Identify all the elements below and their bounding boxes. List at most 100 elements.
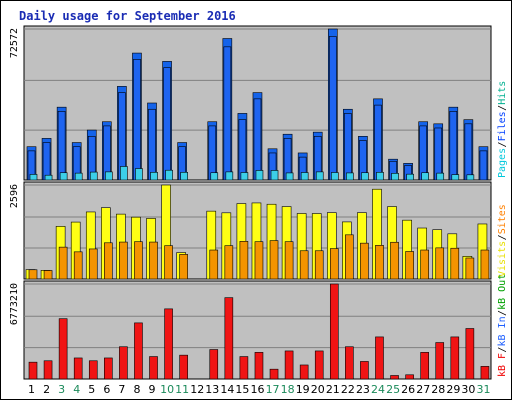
legend-separator: / [497, 105, 508, 111]
bar-files-day-8 [133, 59, 141, 181]
bar-sites-day-1 [28, 269, 38, 280]
bar-sites-day-30 [465, 257, 475, 280]
x-tick-label-day-21: 21 [326, 383, 340, 396]
bar-sites-day-7 [119, 241, 128, 280]
bar-pages-day-23 [361, 172, 369, 181]
bar-kb-f-day-29 [450, 336, 460, 380]
bar-kb-f-day-27 [420, 352, 429, 380]
x-tick-label-day-11: 11 [175, 383, 189, 396]
legend-separator: / [497, 234, 508, 240]
bar-files-day-9 [148, 108, 156, 181]
bar-sites-day-9 [149, 241, 158, 280]
bar-sites-day-21 [329, 248, 339, 280]
bar-kb-f-day-3 [58, 318, 68, 380]
bar-sites-day-4 [73, 251, 83, 280]
bar-files-day-27 [419, 125, 427, 181]
bar-sites-day-8 [134, 241, 143, 280]
x-tick-label-day-7: 7 [118, 383, 125, 396]
bar-pages-day-17 [270, 170, 279, 181]
bar-sites-day-20 [314, 250, 324, 280]
bar-sites-day-10 [164, 245, 173, 280]
bar-sites-day-23 [360, 242, 369, 280]
bar-files-day-15 [238, 119, 247, 181]
bar-sites-day-24 [375, 245, 384, 280]
bar-pages-day-10 [165, 169, 173, 181]
x-tick-label-day-12: 12 [190, 383, 204, 396]
bar-pages-day-2 [44, 174, 53, 181]
bar-pages-day-21 [330, 172, 339, 181]
x-tick-label-day-13: 13 [205, 383, 219, 396]
bar-pages-day-3 [59, 172, 68, 181]
bar-sites-day-15 [239, 241, 249, 280]
bar-sites-day-25 [390, 241, 399, 280]
legend-visits: Visits [497, 241, 508, 277]
bar-sites-day-13 [209, 249, 219, 280]
bar-sites-day-18 [284, 241, 294, 280]
x-tick-label-day-1: 1 [28, 383, 35, 396]
bar-pages-day-1 [29, 174, 38, 181]
bar-pages-day-30 [466, 174, 475, 181]
bar-sites-day-6 [104, 242, 113, 280]
legend: kB F/kB In/kB Out [497, 274, 508, 377]
bar-pages-day-24 [376, 172, 384, 181]
x-tick-label-day-31: 31 [476, 383, 490, 396]
bar-kb-f-day-17 [269, 368, 279, 380]
bar-kb-f-day-1 [28, 361, 38, 380]
bar-sites-day-31 [480, 249, 490, 280]
x-tick-label-day-28: 28 [431, 383, 445, 396]
x-tick-label-day-17: 17 [266, 383, 280, 396]
bar-pages-day-18 [285, 172, 294, 181]
bar-sites-day-28 [435, 247, 445, 280]
bar-sites-day-22 [345, 234, 354, 280]
x-tick-label-day-2: 2 [43, 383, 50, 396]
x-tick-label-day-22: 22 [341, 383, 355, 396]
bar-pages-day-7 [120, 166, 128, 181]
bar-sites-day-5 [88, 248, 98, 280]
bar-files-day-2 [42, 142, 51, 181]
legend-sites: Sites [497, 204, 508, 234]
bar-kb-f-day-19 [299, 364, 309, 380]
x-tick-label-day-16: 16 [251, 383, 265, 396]
x-tick-label-day-14: 14 [220, 383, 234, 396]
bar-pages-day-11 [180, 172, 188, 181]
bar-kb-f-day-15 [239, 356, 249, 380]
bar-files-day-16 [253, 98, 262, 181]
bar-files-day-3 [57, 111, 66, 181]
bar-files-day-10 [163, 67, 171, 181]
y-axis-max-label: 2596 [9, 184, 20, 208]
bar-files-day-28 [434, 127, 443, 181]
bar-pages-day-25 [391, 173, 399, 181]
chart-title: Daily usage for September 2016 [19, 9, 236, 23]
bar-kb-f-day-14 [224, 297, 234, 380]
bar-pages-day-14 [225, 171, 234, 181]
bar-kb-f-day-8 [134, 322, 143, 380]
chart-panel-kb-in-out-f: 6773210 kB F/kB In/kB Out [9, 274, 508, 380]
bar-sites-day-27 [420, 249, 429, 280]
bar-pages-day-4 [74, 172, 83, 181]
legend-hits: Hits [497, 81, 508, 105]
legend-separator: / [497, 347, 508, 353]
bar-pages-day-13 [210, 172, 219, 181]
bar-pages-day-19 [300, 172, 309, 181]
bar-sites-day-14 [224, 245, 234, 280]
x-tick-label-day-9: 9 [149, 383, 156, 396]
bar-kb-f-day-26 [405, 374, 414, 380]
bar-pages-day-20 [315, 171, 324, 181]
x-tick-label-day-5: 5 [88, 383, 95, 396]
bar-kb-f-day-9 [149, 356, 158, 380]
x-tick-label-day-6: 6 [103, 383, 110, 396]
bar-files-day-13 [208, 125, 217, 181]
bar-sites-day-17 [269, 240, 279, 280]
y-axis-max-label: 6773210 [9, 283, 20, 325]
x-tick-label-day-18: 18 [281, 383, 295, 396]
bar-pages-day-29 [451, 174, 460, 181]
bar-kb-f-day-7 [119, 346, 128, 380]
bar-pages-day-22 [346, 172, 354, 181]
bar-sites-day-3 [58, 246, 68, 280]
bar-kb-f-day-22 [345, 346, 354, 380]
bar-pages-day-8 [135, 168, 143, 181]
bar-kb-f-day-24 [375, 336, 384, 380]
